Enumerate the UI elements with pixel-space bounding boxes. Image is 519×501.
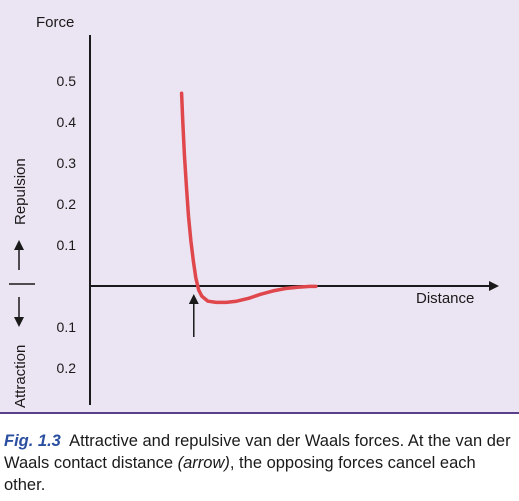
- figure-caption: Fig. 1.3 Attractive and repulsive van de…: [4, 430, 516, 496]
- attraction-label: Attraction: [12, 345, 29, 408]
- tick-labels: 0.1 0.2 0.3 0.4 0.5 0.1 0.2: [57, 73, 77, 376]
- repulsion-tick-label: 0.5: [57, 73, 77, 89]
- attraction-tick-label: 0.1: [57, 319, 77, 335]
- y-axis-title: Force: [36, 14, 74, 31]
- repulsion-label: Repulsion: [12, 158, 29, 225]
- repulsion-tick-label: 0.3: [57, 155, 77, 171]
- figure-panel: Force Distance 0.1 0.2 0.3 0.4 0.5 0.1 0.2 Rep…: [0, 0, 519, 412]
- x-axis-title: Distance: [416, 290, 474, 307]
- attraction-tick-label: 0.2: [57, 360, 77, 376]
- repulsion-tick-label: 0.2: [57, 196, 77, 212]
- van-der-waals-chart: Force Distance 0.1 0.2 0.3 0.4 0.5 0.1 0.2 Rep…: [9, 14, 499, 408]
- caption-text-1: Attractive and repulsive van der Waals f…: [4, 432, 511, 472]
- repulsion-tick-label: 0.1: [57, 237, 77, 253]
- caption-divider: [0, 412, 519, 414]
- repulsion-tick-label: 0.4: [57, 114, 77, 130]
- caption-emphasis: (arrow): [177, 454, 230, 472]
- force-curve: [179, 91, 318, 305]
- caption-label: Fig. 1.3: [4, 432, 61, 450]
- caption-text-2: , the opposing forces cancel each other.: [4, 454, 476, 494]
